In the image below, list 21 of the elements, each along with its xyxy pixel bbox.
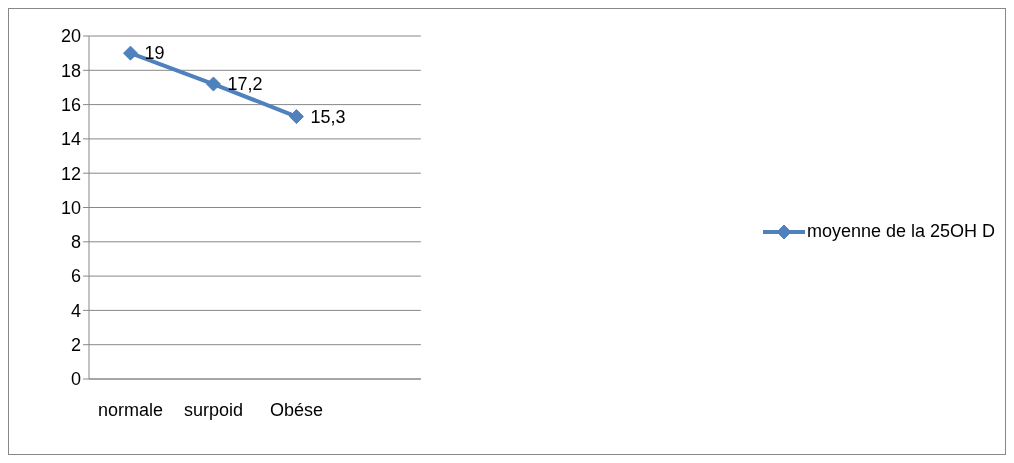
y-tick-label: 2 [70, 335, 81, 356]
y-tick-label: 16 [60, 94, 81, 115]
y-tick-label: 18 [60, 60, 81, 81]
point [288, 109, 304, 125]
x-tick-label: normale [97, 399, 163, 420]
y-tick-label: 0 [70, 369, 81, 390]
y-tick-label: 20 [60, 26, 81, 47]
y-tick-label: 10 [60, 197, 81, 218]
y-tick-label: 12 [60, 163, 81, 184]
y-tick-label: 6 [70, 266, 81, 287]
point [122, 45, 138, 61]
y-tick-label: 8 [70, 232, 81, 253]
data-label: 17,2 [227, 74, 263, 95]
x-tick-label: Obése [269, 399, 323, 420]
y-tick-label: 14 [60, 129, 81, 150]
data-label: 19 [144, 43, 165, 64]
legend-label: moyenne de la 25OH D [806, 221, 995, 242]
y-tick-label: 4 [70, 300, 81, 321]
point [205, 76, 221, 92]
x-tick-label: surpoid [183, 399, 243, 420]
data-label: 15,3 [310, 106, 346, 127]
